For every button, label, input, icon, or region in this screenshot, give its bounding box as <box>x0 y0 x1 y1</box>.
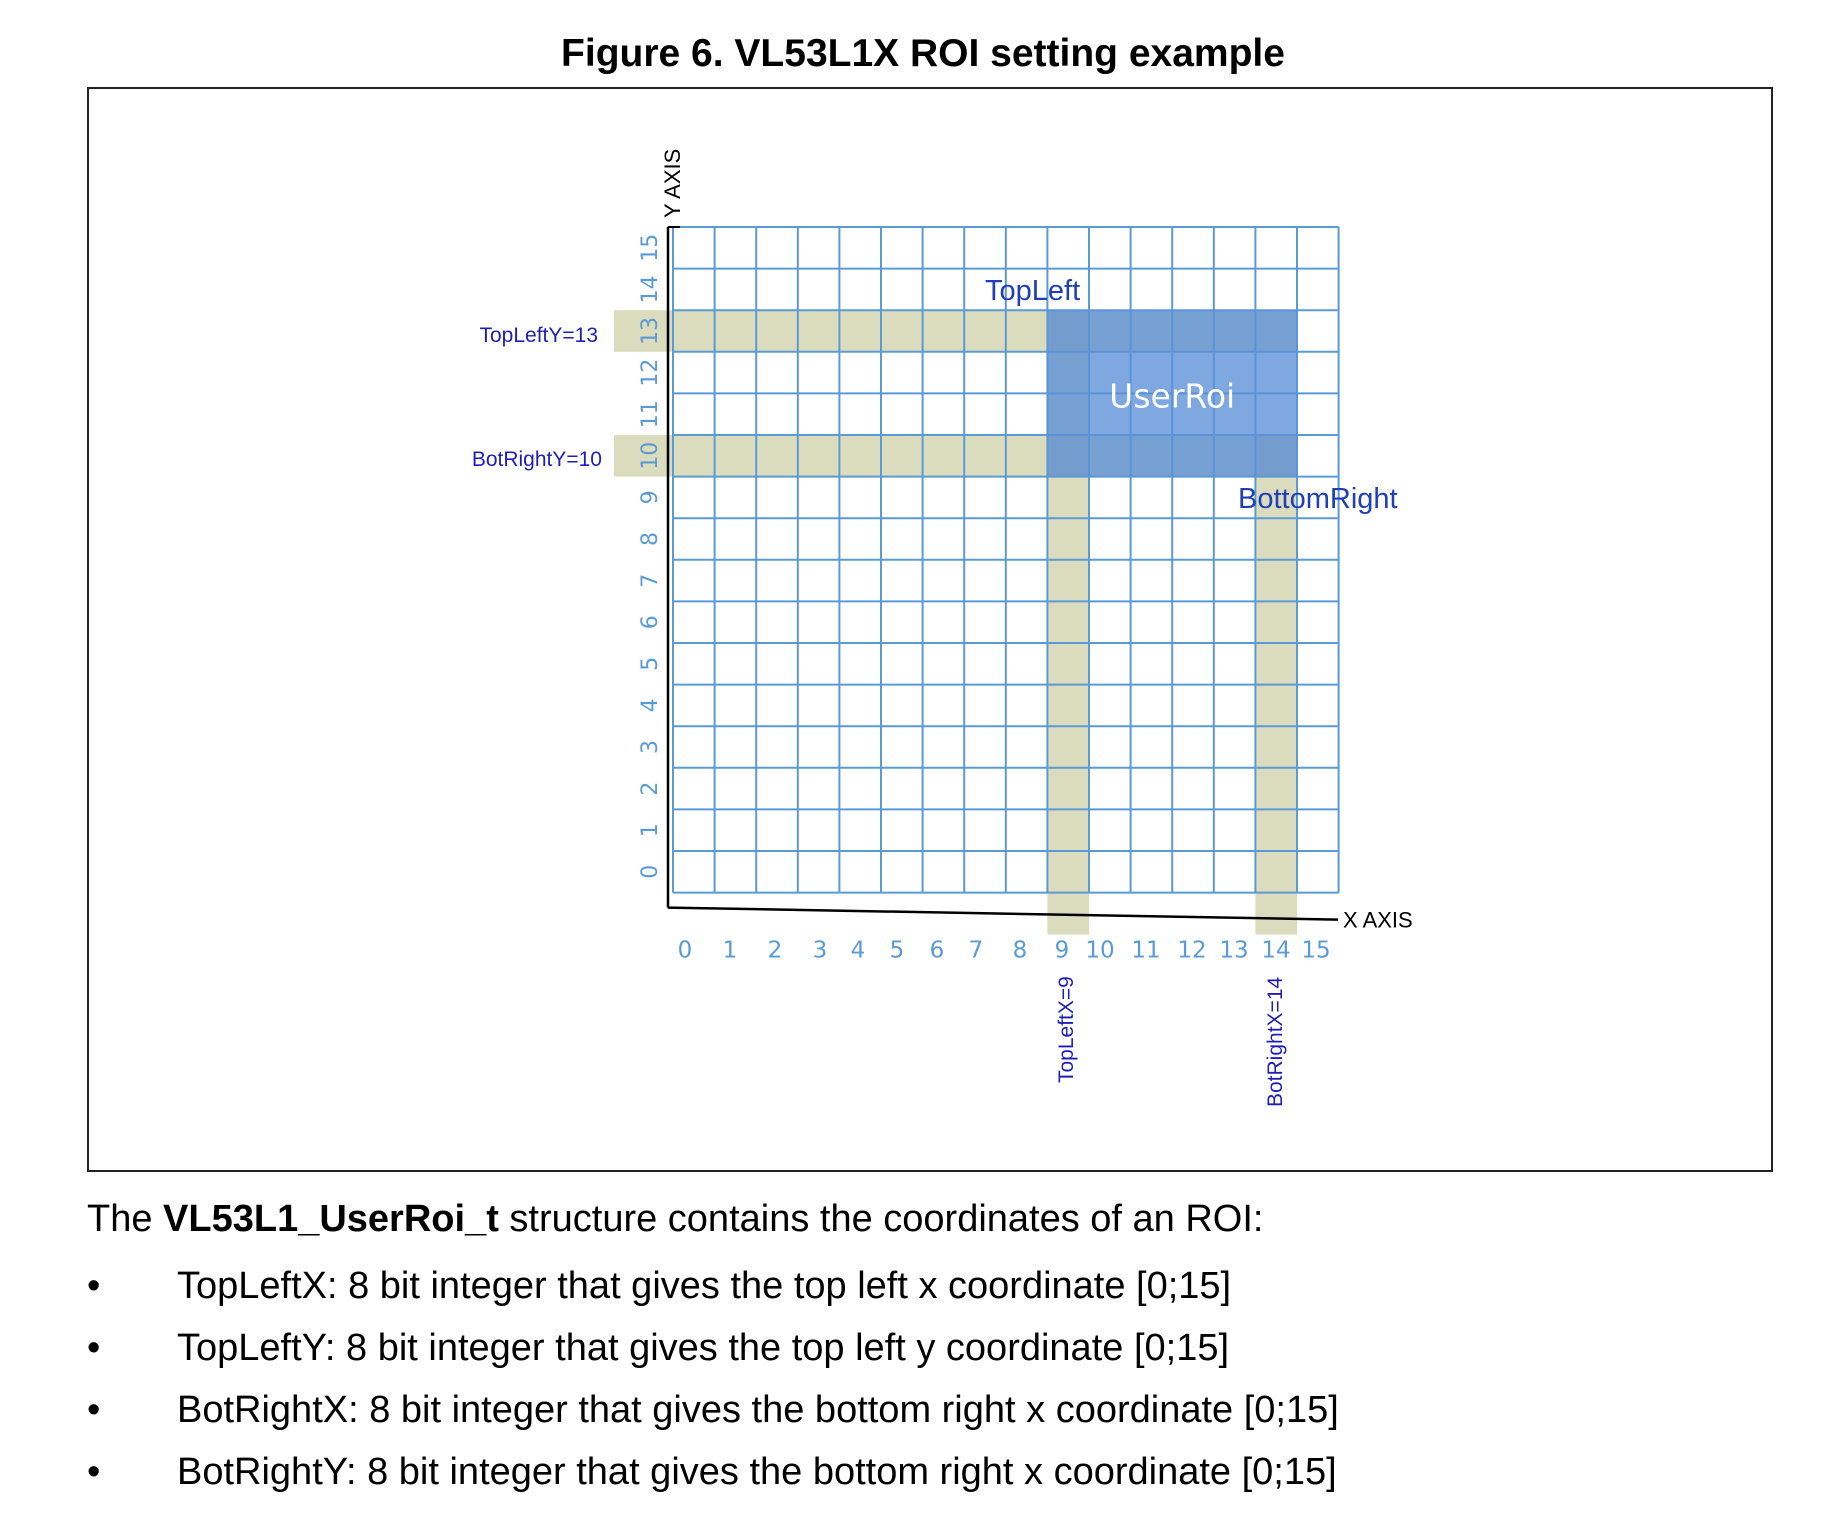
list-item-text: BotRightX: 8 bit integer that gives the … <box>177 1389 1339 1431</box>
x-tick-label: 7 <box>969 938 984 964</box>
bot-right-x-annotation: BotRightX=14 <box>1264 977 1287 1107</box>
user-roi-rect <box>1047 310 1297 477</box>
bullet: • <box>87 1265 101 1307</box>
roi-layer: UserRoi <box>1047 310 1297 477</box>
intro-paragraph: The VL53L1_UserRoi_t structure contains … <box>87 1198 1263 1241</box>
bottom-right-label: BottomRight <box>1238 483 1398 515</box>
x-tick-label: 1 <box>723 938 738 964</box>
x-tick-label: 4 <box>851 938 866 964</box>
y-tick-label: 15 <box>638 234 663 262</box>
y-tick-label: 2 <box>638 782 663 796</box>
x-tick-label: 6 <box>930 938 945 964</box>
x-tick-label: 8 <box>1013 938 1028 964</box>
y-tick-label: 5 <box>638 657 663 671</box>
y-tick-label: 4 <box>638 698 663 712</box>
top-left-x-annotation: TopLeftX=9 <box>1055 976 1078 1083</box>
y-tick-label: 0 <box>638 865 663 879</box>
x-tick-label: 0 <box>678 938 693 964</box>
y-tick-label: 6 <box>638 615 663 629</box>
bullet: • <box>87 1451 101 1493</box>
y-tick-label: 13 <box>638 317 663 345</box>
y-tick-label: 12 <box>638 359 663 387</box>
figure-title: Figure 6. VL53L1X ROI setting example <box>561 32 1285 75</box>
bullet: • <box>87 1389 101 1431</box>
grid-layer <box>672 226 1340 894</box>
label-layer: TopLeft BottomRight TopLeftY=13 BotRightY=1… <box>472 275 1398 1107</box>
top-left-label: TopLeft <box>985 275 1080 307</box>
bullet: • <box>87 1327 101 1369</box>
x-tick-label: 3 <box>813 938 828 964</box>
y-axis-label: Y AXIS <box>660 149 685 218</box>
x-tick-label: 13 <box>1219 938 1248 964</box>
x-tick-label: 12 <box>1177 938 1206 964</box>
user-roi-label: UserRoi <box>1109 376 1235 415</box>
x-axis-label: X AXIS <box>1343 908 1413 933</box>
intro-suffix: structure contains the coordinates of an… <box>498 1198 1264 1240</box>
x-tick-label: 14 <box>1261 938 1290 964</box>
x-tick-label: 9 <box>1055 938 1070 964</box>
y-tick-label: 10 <box>638 442 663 470</box>
x-tick-label: 15 <box>1301 938 1330 964</box>
x-tick-label: 10 <box>1085 938 1114 964</box>
x-tick-label: 2 <box>768 938 783 964</box>
bot-right-y-annotation: BotRightY=10 <box>472 448 602 471</box>
y-tick-label: 1 <box>638 823 663 837</box>
structure-name: VL53L1_UserRoi_t <box>163 1198 499 1240</box>
x-tick-label: 11 <box>1131 938 1160 964</box>
y-tick-label: 14 <box>638 275 663 303</box>
figure-frame <box>87 87 1773 1172</box>
y-tick-label: 3 <box>638 740 663 754</box>
intro-prefix: The <box>87 1198 164 1240</box>
y-tick-label: 8 <box>638 532 663 546</box>
list-item-text: BotRightY: 8 bit integer that gives the … <box>177 1451 1337 1493</box>
y-tick-label: 9 <box>638 490 663 504</box>
x-tick-label: 5 <box>890 938 905 964</box>
y-tick-label: 11 <box>638 400 663 428</box>
list-item-text: TopLeftX: 8 bit integer that gives the t… <box>177 1265 1232 1307</box>
x-axis-line <box>667 906 1339 921</box>
top-left-y-annotation: TopLeftY=13 <box>479 324 598 347</box>
y-tick-label: 7 <box>638 574 663 588</box>
list-item-text: TopLeftY: 8 bit integer that gives the t… <box>177 1327 1230 1369</box>
